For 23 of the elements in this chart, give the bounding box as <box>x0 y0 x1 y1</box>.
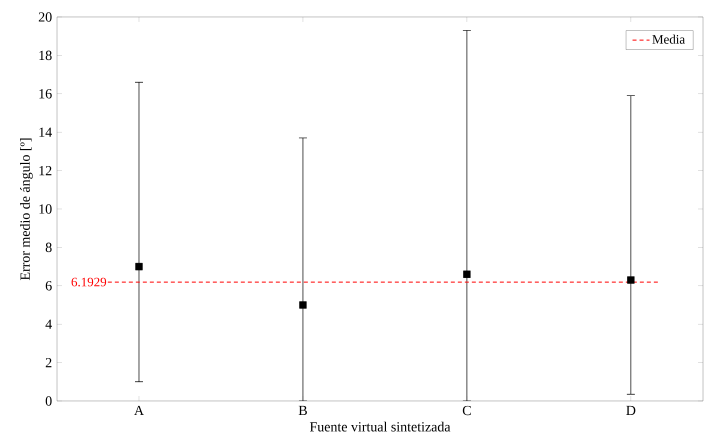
y-tick-label: 20 <box>38 12 52 22</box>
y-tick-label: 16 <box>39 89 52 98</box>
x-tick-label: C <box>462 406 471 416</box>
x-tick-label: B <box>298 406 307 416</box>
y-tick-label: 10 <box>39 204 52 214</box>
y-tick-label: 0 <box>46 396 52 406</box>
annotation: 6.1929 <box>72 278 106 286</box>
y-tick-label: 18 <box>39 50 52 60</box>
legend-label: Media <box>652 34 685 44</box>
y-tick-label: 6 <box>46 281 52 290</box>
point <box>627 276 635 284</box>
x-tick-label: A <box>134 406 144 416</box>
y-tick-label: 4 <box>45 320 52 329</box>
y-axis-title: Error medio de ángulo [º] <box>20 138 33 280</box>
point <box>463 270 471 278</box>
y-tick-label: 8 <box>46 242 52 252</box>
x-axis-title: Fuente virtual sintetizada <box>310 422 450 432</box>
y-tick-label: 12 <box>39 166 52 176</box>
point <box>135 262 143 270</box>
y-tick-label: 14 <box>39 128 52 137</box>
y-tick-label: 2 <box>46 358 52 368</box>
point <box>299 301 307 309</box>
x-tick-label: D <box>626 406 636 415</box>
